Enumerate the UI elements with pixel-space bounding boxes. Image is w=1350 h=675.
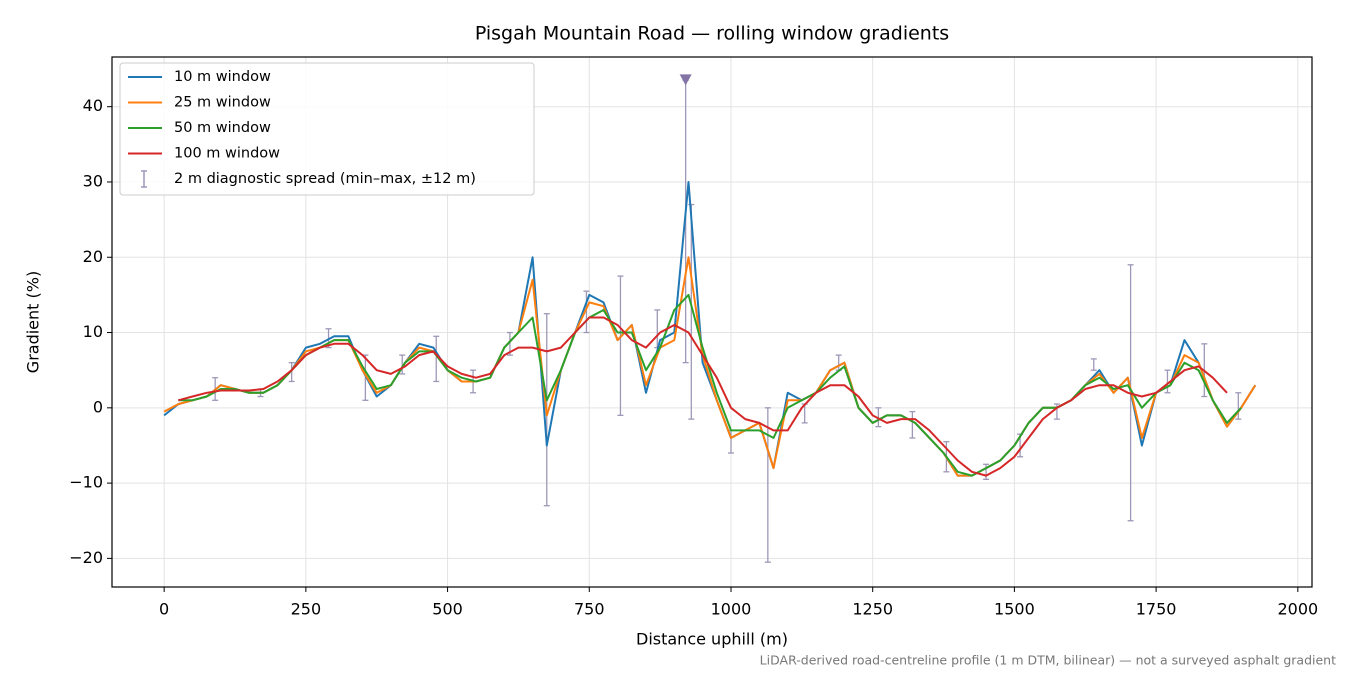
x-tick-label: 250 <box>291 600 322 619</box>
x-tick-label: 1000 <box>711 600 752 619</box>
error-bar <box>1090 358 1097 371</box>
legend-label: 100 m window <box>174 146 280 162</box>
x-tick-label: 1250 <box>852 600 893 619</box>
series-line <box>178 293 1242 477</box>
x-tick-label: 1750 <box>1136 600 1177 619</box>
error-bar <box>1164 369 1171 394</box>
error-bar <box>583 290 590 334</box>
legend-label: 10 m window <box>174 69 271 85</box>
error-bar <box>433 335 440 383</box>
error-bar <box>1235 392 1242 420</box>
legend-label: 2 m diagnostic spread (min–max, ±12 m) <box>174 171 476 187</box>
x-tick-label: 1500 <box>994 600 1035 619</box>
y-tick-label: 30 <box>83 171 103 190</box>
series-line <box>178 316 1228 477</box>
y-tick-label: 40 <box>83 96 103 115</box>
error-bar <box>983 463 990 480</box>
error-bar <box>399 354 406 375</box>
x-tick-label: 500 <box>432 600 463 619</box>
y-axis-label: Gradient (%) <box>24 271 43 373</box>
legend-box <box>119 62 535 196</box>
x-tick-label: 2000 <box>1277 600 1318 619</box>
peak-marker <box>679 74 692 86</box>
legend-swatch <box>141 170 147 188</box>
x-axis-label: Distance uphill (m) <box>636 630 788 649</box>
error-bar <box>617 275 624 417</box>
x-tick-label: 0 <box>159 600 169 619</box>
error-bar <box>1053 403 1060 420</box>
legend-label: 50 m window <box>174 120 271 136</box>
error-bar <box>909 410 916 439</box>
error-bar <box>288 362 295 383</box>
x-tick-label: 750 <box>574 600 605 619</box>
y-tick-label: 20 <box>83 247 103 266</box>
y-tick-label: −20 <box>69 548 103 567</box>
error-bar <box>764 407 771 563</box>
footnote: LiDAR-derived road-centreline profile (1… <box>760 653 1336 668</box>
plot-frame <box>111 56 1313 588</box>
chart-title: Pisgah Mountain Road — rolling window gr… <box>475 23 949 45</box>
y-tick-label: 0 <box>93 397 103 416</box>
y-tick-label: 10 <box>83 322 103 341</box>
y-tick-label: −10 <box>69 473 103 492</box>
error-bar <box>875 407 882 428</box>
legend-label: 25 m window <box>174 95 271 111</box>
